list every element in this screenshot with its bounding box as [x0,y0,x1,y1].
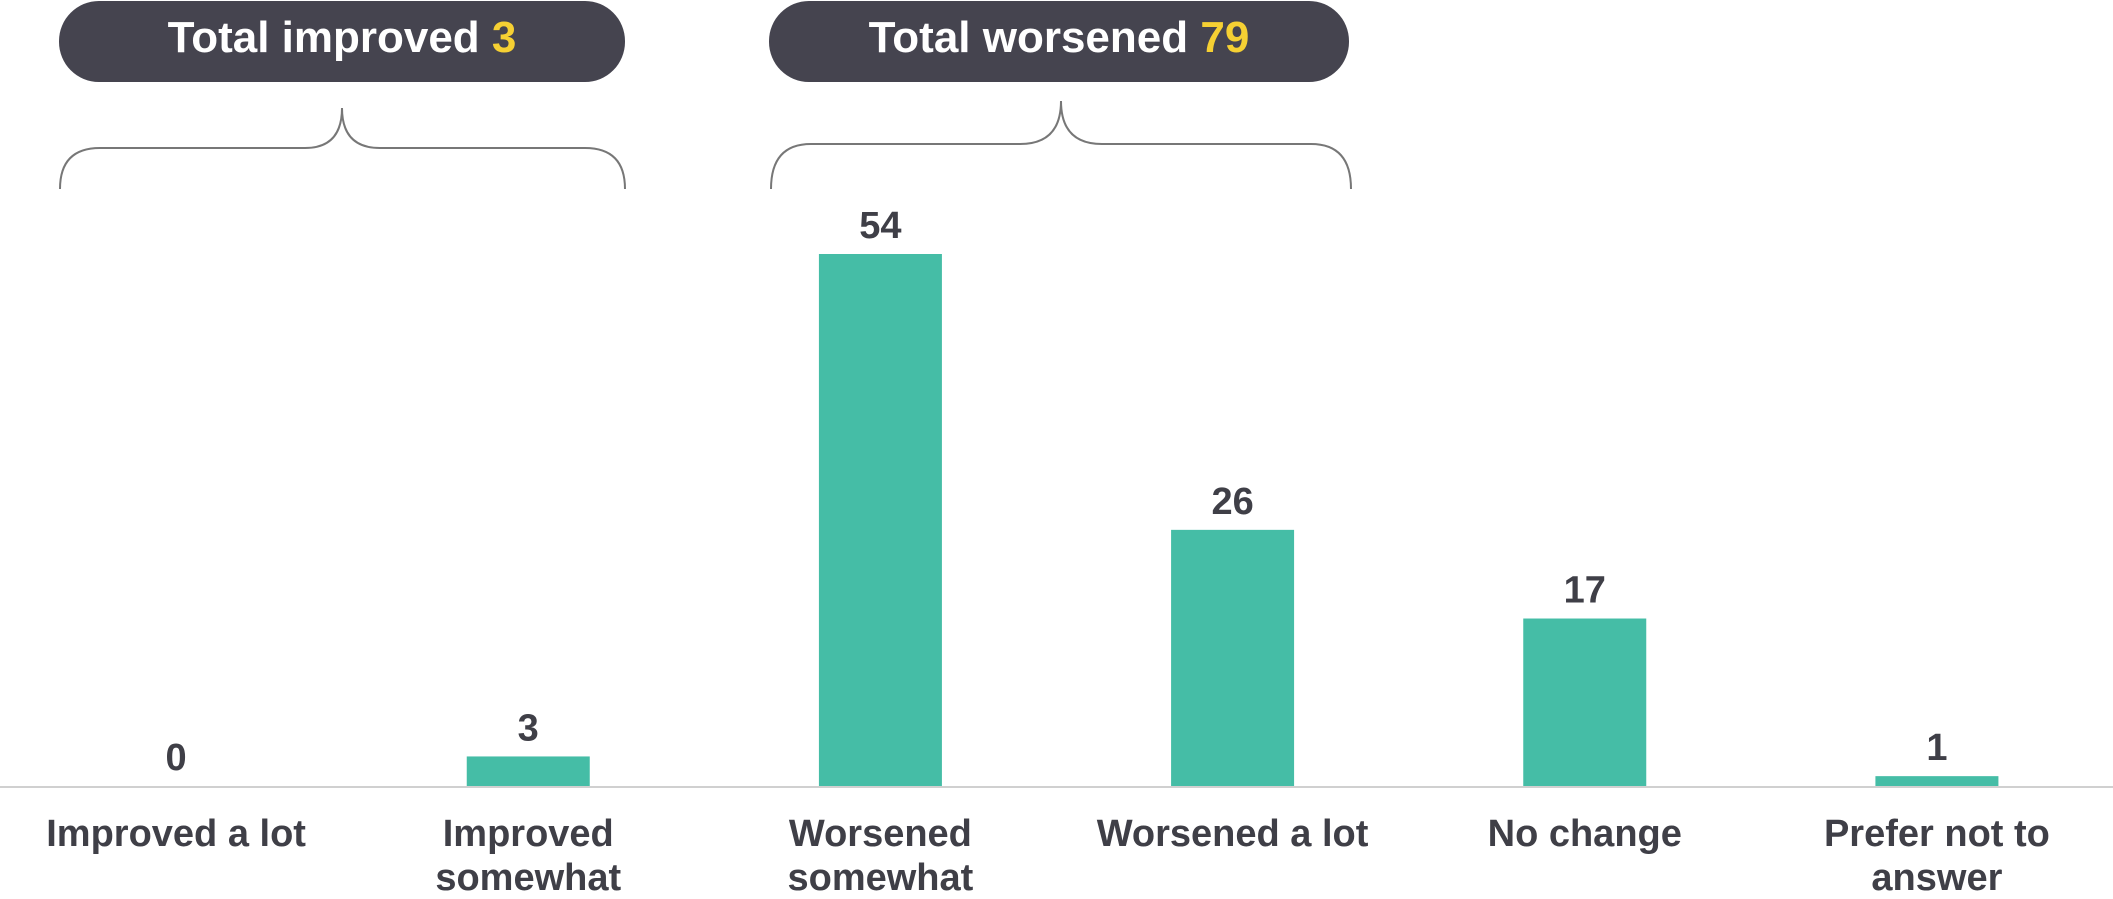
x-tick-label: Worsened somewhat [787,813,974,899]
bar [818,254,942,786]
x-tick-label: Improved a lot [46,813,306,855]
value-label: 54 [859,205,901,247]
bracket [59,107,626,190]
annotation-label: Total improved [168,13,480,62]
value-label: 3 [518,707,539,749]
value-label: 26 [1211,481,1253,523]
annotation-label: Total worsened [869,13,1188,62]
annotation-pill [769,1,1349,82]
x-tick-label: Worsened a lot [1096,813,1369,855]
x-tick-label: Improved somewhat [435,813,622,899]
annotation-value: 3 [492,13,516,62]
value-label: 0 [166,737,187,779]
bar [1875,776,1999,786]
bracket [770,100,1352,190]
value-label: 1 [1926,727,1947,769]
x-tick-label: Prefer not to answer [1823,813,2050,899]
annotation: Total worsened 79 [869,13,1250,62]
bar [466,756,590,786]
annotation: Total improved 3 [168,13,517,62]
x-tick-label: No change [1487,813,1682,855]
value-label: 17 [1564,570,1606,612]
bar [1171,529,1295,786]
annotation-value: 79 [1200,13,1249,62]
annotation-pill [59,1,625,82]
bar [1523,618,1647,786]
